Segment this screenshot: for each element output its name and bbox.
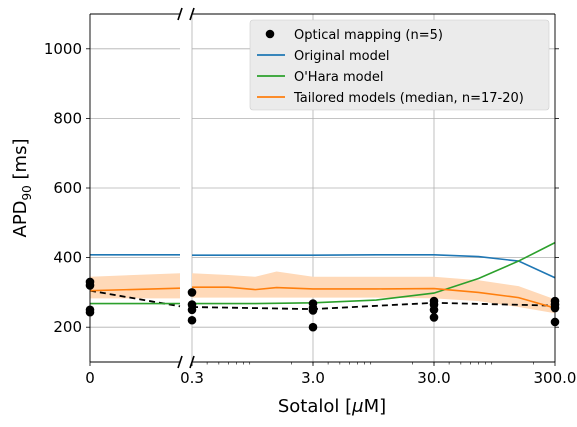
y-tick-label: 600 <box>53 179 82 197</box>
optical-mapping-point <box>429 305 439 315</box>
axis-break-mark <box>177 355 183 369</box>
axis-break-mark <box>189 355 195 369</box>
legend-label: O'Hara model <box>294 70 383 85</box>
axes-frame <box>86 7 559 369</box>
tick-labels: 200 400 600 800 1000 0 0.3 3.0 30.0 300.0 <box>44 40 577 387</box>
legend-label: Original model <box>294 49 389 64</box>
y-tick-label: 400 <box>53 249 82 267</box>
legend-box <box>249 19 550 111</box>
tailored-range-band <box>90 273 180 299</box>
legend-label: Tailored models (median, n=17-20) <box>293 91 524 106</box>
tailored-models-median-n-17-20-line <box>89 287 181 292</box>
optical-mapping-point <box>187 305 197 315</box>
optical-mapping-mean-line <box>191 301 556 311</box>
y-tick-label: 800 <box>53 109 82 127</box>
series-lines-layer <box>89 241 556 311</box>
legend: Optical mapping (n=5) Original model O'Har… <box>249 19 550 111</box>
legend-marker-dot <box>265 29 275 39</box>
tailored-band-layer <box>90 271 555 314</box>
o-hara-model-line <box>192 241 556 305</box>
optical-mapping-point <box>308 322 318 332</box>
x-tick-label: 300.0 <box>534 369 577 387</box>
optical-mapping-point <box>308 306 318 315</box>
y-tick-label: 200 <box>53 318 82 336</box>
axis-break-mark <box>177 7 183 21</box>
tailored-range-band <box>192 271 555 314</box>
x-tick-label: 30.0 <box>417 369 450 387</box>
y-axis-label: APD90 [ms] <box>10 139 34 238</box>
x-tick-label: 0 <box>85 369 95 387</box>
x-tick-label: 0.3 <box>180 369 204 387</box>
legend-label: Optical mapping (n=5) <box>294 28 443 43</box>
tailored-models-median-n-17-20-line <box>192 286 556 309</box>
axis-break-mark <box>189 7 195 21</box>
x-tick-label: 3.0 <box>301 369 325 387</box>
optical-mapping-point <box>429 313 439 322</box>
optical-mapping-point <box>187 315 197 325</box>
optical-mapping-mean-line <box>89 289 181 308</box>
x-axis-label: Sotalol [μM] <box>278 396 386 417</box>
optical-mapping-point <box>187 288 197 297</box>
y-tick-label: 1000 <box>44 40 82 58</box>
original-model-line <box>192 254 556 279</box>
